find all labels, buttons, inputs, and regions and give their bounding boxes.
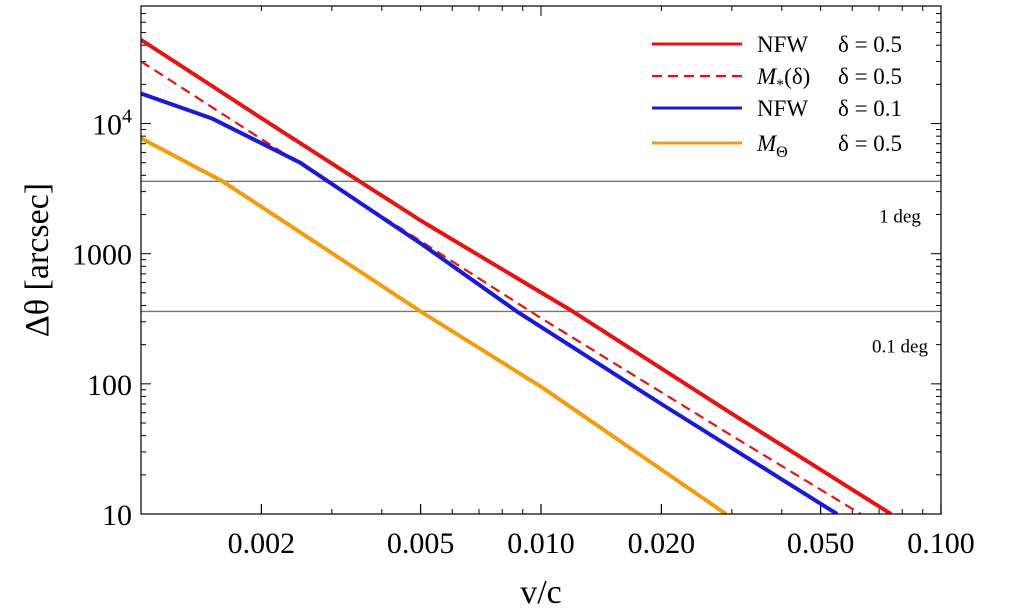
y-axis-title: Δθ [arcsec] xyxy=(19,183,56,337)
reference-labels: 1 deg 0.1 deg xyxy=(872,206,928,357)
x-tick-label: 0.005 xyxy=(387,527,455,560)
tick-marks xyxy=(140,5,942,515)
series-line xyxy=(141,136,728,514)
y-tick-exponent: 4 xyxy=(122,106,132,128)
series-line xyxy=(141,91,839,514)
series-line xyxy=(141,38,893,514)
legend-label: NFW xyxy=(757,32,808,57)
plot-frame xyxy=(140,5,942,515)
legend-label: MΘ xyxy=(756,131,788,161)
legend-label: NFW xyxy=(757,96,808,121)
legend: NFW δ = 0.5 M*(δ) δ = 0.5 NFW δ = 0.1 MΘ δ = 0.… xyxy=(652,32,902,161)
x-tick-label: 0.100 xyxy=(907,527,975,560)
reference-line-label: 1 deg xyxy=(879,206,921,227)
x-tick-label: 0.010 xyxy=(507,527,575,560)
y-tick-label: 10 xyxy=(102,499,132,532)
reference-line-label: 0.1 deg xyxy=(872,336,928,357)
reference-lines xyxy=(141,180,941,313)
series-lines xyxy=(141,38,893,514)
legend-param: δ = 0.5 xyxy=(838,64,902,89)
y-tick-label: 1000 xyxy=(72,239,132,272)
legend-label: M*(δ) xyxy=(756,64,810,94)
y-tick-label: 100 xyxy=(87,369,132,402)
legend-param: δ = 0.5 xyxy=(838,32,902,57)
x-tick-label: 0.020 xyxy=(628,527,696,560)
x-tick-label: 0.002 xyxy=(228,527,296,560)
tick-labels: 0.002 0.005 0.010 0.020 0.050 0.100 10 100 1000 1… xyxy=(72,106,975,560)
series-line xyxy=(141,60,862,514)
legend-param: δ = 0.1 xyxy=(838,96,902,121)
x-axis-title: v/c xyxy=(520,574,562,611)
x-tick-label: 0.050 xyxy=(787,527,855,560)
legend-param: δ = 0.5 xyxy=(838,131,902,156)
